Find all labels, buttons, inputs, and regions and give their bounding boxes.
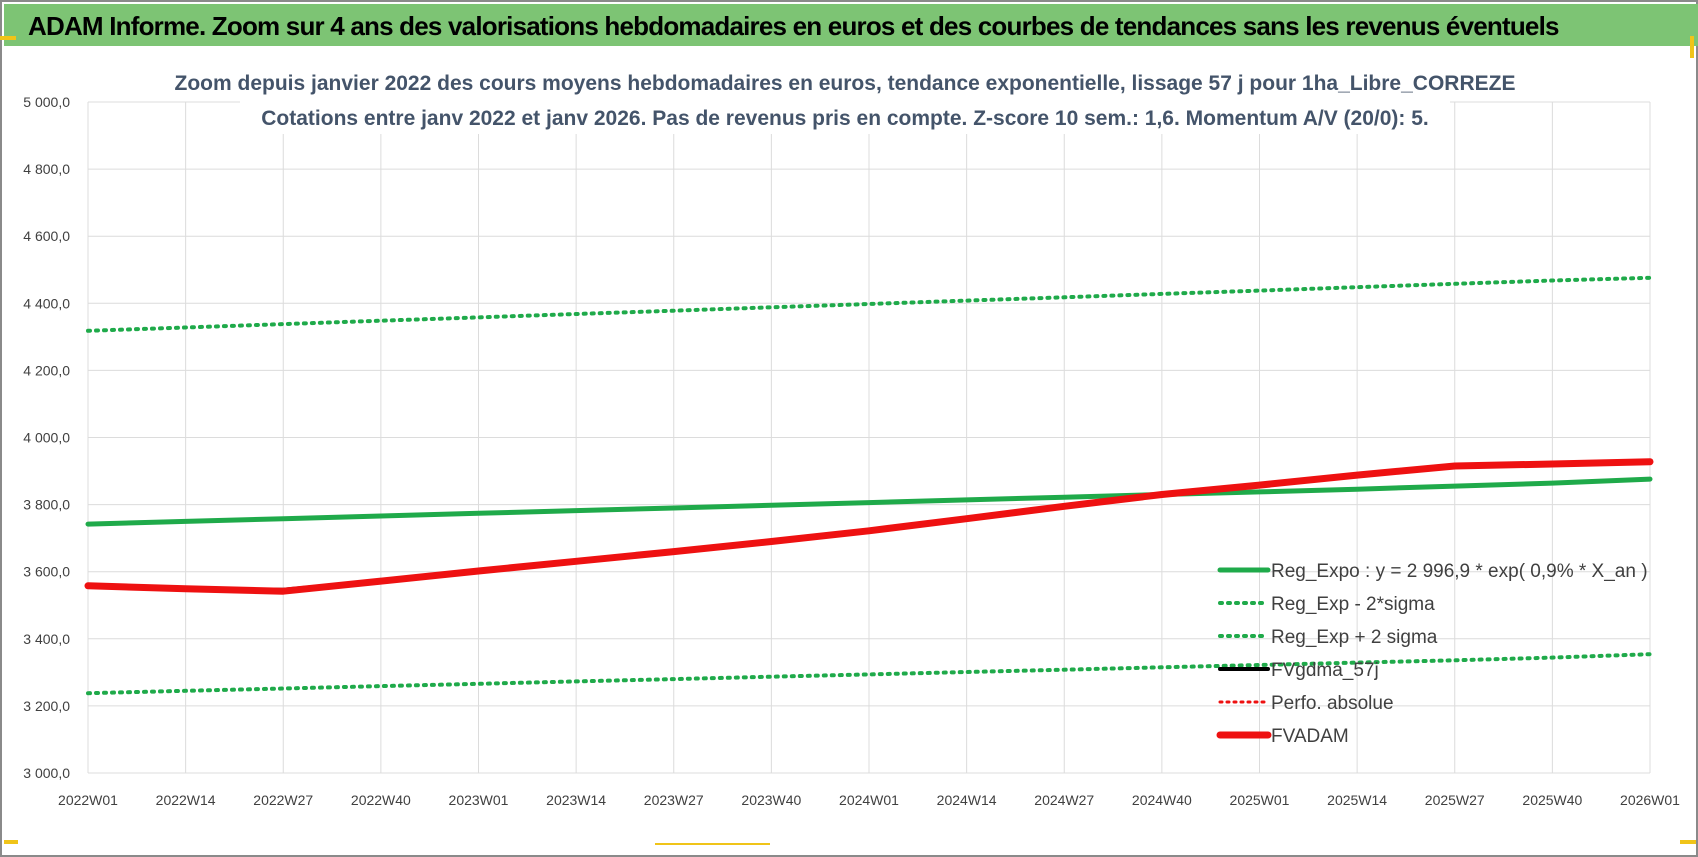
legend-label: FVgdma_57j [1271,660,1379,681]
x-tick-label: 2026W01 [1620,792,1680,808]
grid-lines [87,101,1651,774]
y-tick-label: 3 000,0 [23,765,70,781]
series-line-1 [86,652,1652,696]
series-line-2 [86,275,1652,333]
x-tick-label: 2023W40 [741,792,801,808]
x-tick-label: 2025W27 [1425,792,1485,808]
y-tick-label: 3 400,0 [23,631,70,647]
y-tick-label: 4 400,0 [23,295,70,311]
x-tick-label: 2022W40 [351,792,411,808]
x-tick-label: 2024W01 [839,792,899,808]
legend-label: Reg_Exp - 2*sigma [1271,594,1435,615]
x-tick-label: 2023W01 [449,792,509,808]
y-tick-label: 4 200,0 [23,362,70,378]
x-tick-label: 2025W40 [1522,792,1582,808]
x-axis-labels: 2022W01 2022W14 2022W27 2022W40 2023W01 2023W… [58,792,1680,808]
chart-title-line-1: Zoom depuis janvier 2022 des cours moyen… [175,72,1516,95]
x-tick-label: 2025W14 [1327,792,1387,808]
chart-title-line-2: Cotations entre janv 2022 et janv 2026. … [261,107,1429,130]
x-tick-label: 2025W01 [1230,792,1290,808]
legend-label: Reg_Expo : y = 2 996,9 * exp( 0,9% * X_a… [1271,561,1648,582]
corner-mark-bottom-right [1680,840,1696,844]
banner-title: ADAM Informe. Zoom sur 4 ans des valoris… [28,11,1559,41]
y-tick-label: 3 200,0 [23,698,70,714]
x-tick-label: 2022W01 [58,792,118,808]
x-tick-label: 2024W27 [1034,792,1094,808]
x-tick-label: 2023W27 [644,792,704,808]
chart-legend: Reg_Expo : y = 2 996,9 * exp( 0,9% * X_a… [1216,561,1648,747]
x-tick-label: 2022W27 [253,792,313,808]
y-tick-label: 5 000,0 [23,94,70,110]
corner-mark-top-right [1690,36,1694,58]
y-tick-label: 4 000,0 [23,430,70,446]
legend-label: Reg_Exp + 2 sigma [1271,627,1438,648]
corner-mark-bottom-center [655,843,770,845]
x-tick-label: 2022W14 [156,792,216,808]
series-lines [84,275,1654,696]
y-axis-labels: 3 000,0 3 200,0 3 400,0 3 600,0 3 800,0 4 000… [23,94,70,781]
report-banner: ADAM Informe. Zoom sur 4 ans des valoris… [4,4,1698,46]
y-tick-label: 4 600,0 [23,228,70,244]
y-tick-label: 4 800,0 [23,161,70,177]
series-line-5 [84,458,1654,595]
series-line-0 [85,476,1653,527]
legend-label: FVADAM [1271,726,1349,747]
x-tick-label: 2024W14 [937,792,997,808]
legend-label: Perfo. absolue [1271,693,1394,714]
x-tick-label: 2024W40 [1132,792,1192,808]
title-backdrop [240,64,1450,134]
corner-mark-bottom-left [4,840,18,844]
y-tick-label: 3 600,0 [23,564,70,580]
x-tick-label: 2023W14 [546,792,606,808]
corner-mark-top-left [0,36,16,40]
y-tick-label: 3 800,0 [23,497,70,513]
